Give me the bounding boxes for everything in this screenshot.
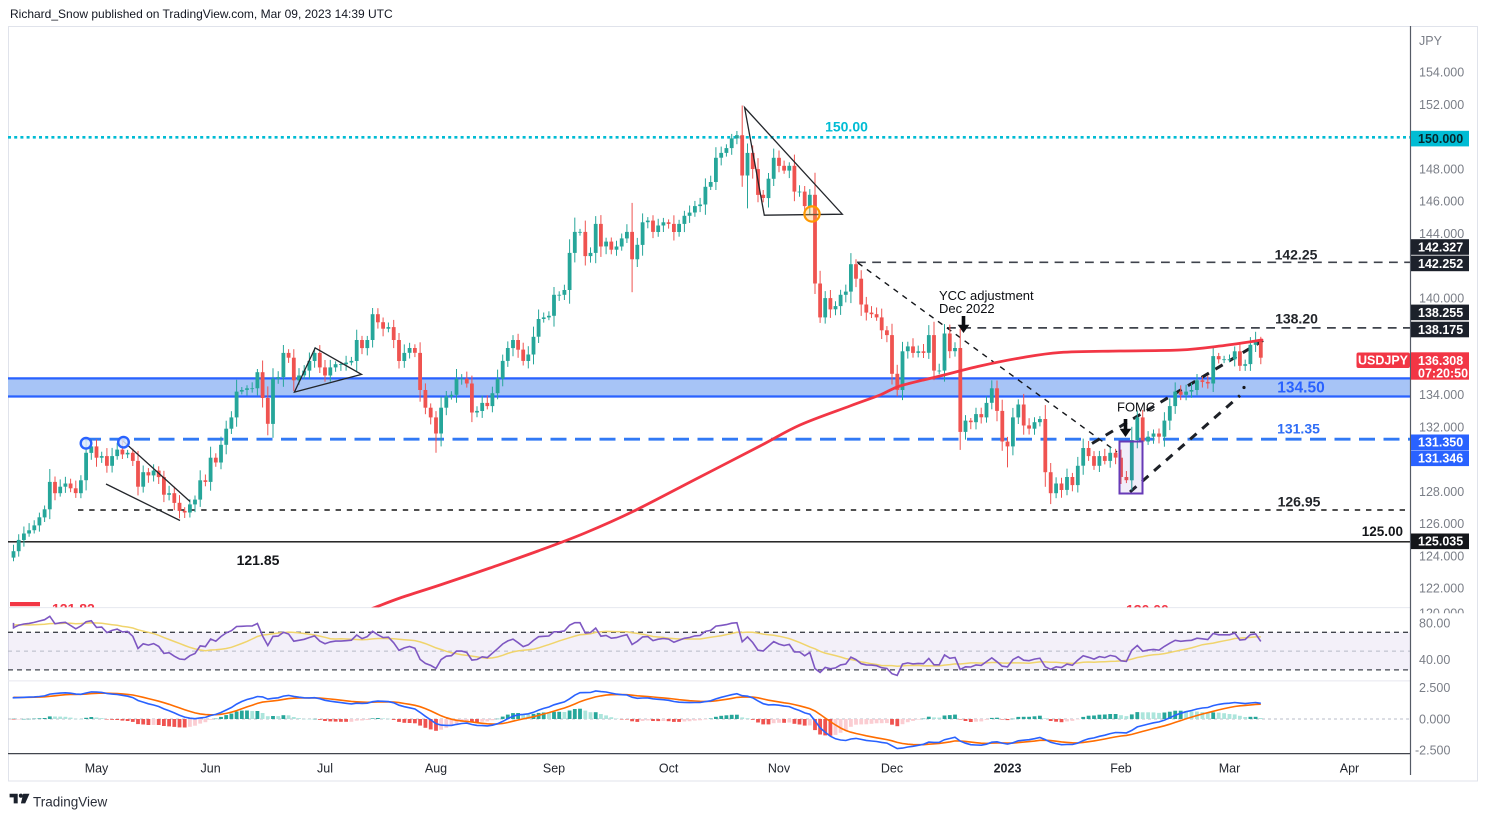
svg-text:07:20:50: 07:20:50 [1418,367,1468,381]
svg-text:122.000: 122.000 [1419,582,1464,596]
svg-text:40.00: 40.00 [1419,653,1450,667]
svg-text:2.500: 2.500 [1419,681,1450,695]
svg-text:138.175: 138.175 [1418,323,1463,337]
svg-text:FOMC: FOMC [1117,400,1155,415]
svg-text:80.00: 80.00 [1419,617,1450,631]
svg-text:142.327: 142.327 [1418,240,1463,254]
svg-text:TradingView: TradingView [33,794,108,809]
svg-text:Jun: Jun [201,762,221,776]
svg-text:124.000: 124.000 [1419,549,1464,563]
svg-text:Richard_Snow published on Trad: Richard_Snow published on TradingView.co… [10,7,393,21]
svg-text:128.000: 128.000 [1419,485,1464,499]
svg-text:125.035: 125.035 [1418,535,1463,549]
svg-text:126.000: 126.000 [1419,517,1464,531]
svg-text:Dec 2022: Dec 2022 [939,301,995,316]
svg-text:150.00: 150.00 [825,119,868,135]
svg-text:YCC adjustment: YCC adjustment [939,288,1034,303]
svg-text:138.255: 138.255 [1418,306,1463,320]
svg-text:125.00: 125.00 [1362,524,1403,539]
svg-text:Apr: Apr [1340,762,1359,776]
svg-text:142.252: 142.252 [1418,257,1463,271]
svg-text:120.000: 120.000 [1419,607,1464,621]
svg-text:132.000: 132.000 [1419,420,1464,434]
svg-text:Oct: Oct [659,762,679,776]
svg-text:134.50: 134.50 [1277,380,1324,397]
svg-text:Dec: Dec [881,762,903,776]
svg-text:150.000: 150.000 [1418,132,1463,146]
svg-text:138.20: 138.20 [1275,310,1318,326]
svg-text:144.000: 144.000 [1419,227,1464,241]
svg-text:121.85: 121.85 [237,552,280,568]
svg-text:Jul: Jul [317,762,333,776]
svg-text:Aug: Aug [425,762,447,776]
svg-text:130.00: 130.00 [1126,601,1169,617]
svg-text:May: May [85,762,109,776]
svg-text:Feb: Feb [1110,762,1132,776]
svg-text:142.25: 142.25 [1275,247,1318,263]
svg-text:148.000: 148.000 [1419,162,1464,176]
svg-text:131.35: 131.35 [1277,421,1320,437]
svg-text:136.308: 136.308 [1418,354,1463,368]
svg-text:126.95: 126.95 [1278,494,1321,510]
svg-text:146.000: 146.000 [1419,195,1464,209]
svg-text:JPY: JPY [1419,34,1443,48]
svg-text:131.350: 131.350 [1418,436,1463,450]
svg-text:Nov: Nov [768,762,791,776]
svg-text:0.000: 0.000 [1419,712,1450,726]
svg-text:121.82: 121.82 [52,601,95,617]
svg-text:152.000: 152.000 [1419,98,1464,112]
svg-text:Sep: Sep [543,762,565,776]
svg-text:134.000: 134.000 [1419,388,1464,402]
svg-text:2023: 2023 [994,762,1022,776]
svg-text:131.346: 131.346 [1418,452,1463,466]
svg-text:-2.500: -2.500 [1415,743,1450,757]
svg-text:140.000: 140.000 [1419,291,1464,305]
svg-text:USDJPY: USDJPY [1358,353,1409,367]
svg-text:Mar: Mar [1219,762,1241,776]
svg-text:154.000: 154.000 [1419,66,1464,80]
